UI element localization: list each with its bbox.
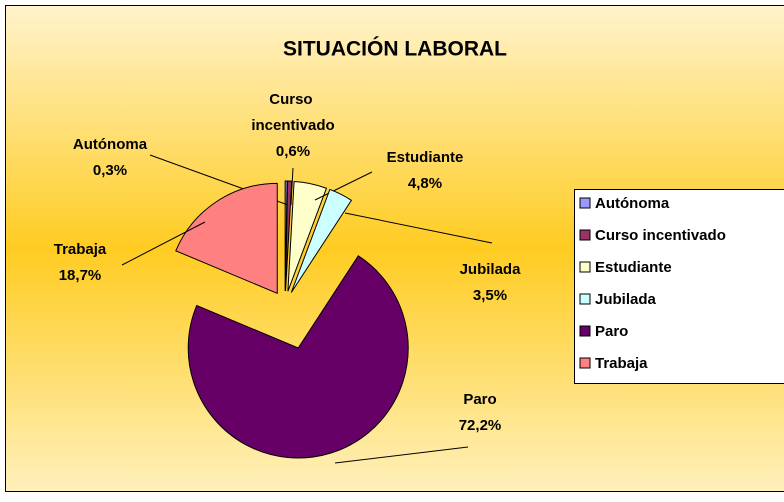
legend-swatch xyxy=(580,294,590,304)
legend-label: Paro xyxy=(595,323,628,340)
legend-swatch xyxy=(580,230,590,240)
slice-value-label: 3,5% xyxy=(473,287,507,304)
legend-label: Jubilada xyxy=(595,291,657,308)
legend-label: Curso incentivado xyxy=(595,227,726,244)
legend-label: Estudiante xyxy=(595,259,672,276)
chart-title: SITUACIÓN LABORAL xyxy=(283,37,507,61)
slice-value-label: 18,7% xyxy=(59,267,102,284)
legend-swatch xyxy=(580,198,590,208)
slice-category-label: Jubilada xyxy=(460,261,522,278)
legend-label: Trabaja xyxy=(595,355,648,372)
slice-value-label: 4,8% xyxy=(408,175,442,192)
slice-category-label: Estudiante xyxy=(387,149,464,166)
legend-label: Autónoma xyxy=(595,195,670,212)
legend-swatch xyxy=(580,326,590,336)
legend-swatch xyxy=(580,262,590,272)
slice-value-label: 72,2% xyxy=(459,417,502,434)
slice-category-label: Trabaja xyxy=(54,241,107,258)
slice-category-label: Autónoma xyxy=(73,136,148,153)
slice-category-label: Paro xyxy=(463,391,496,408)
legend-swatch xyxy=(580,358,590,368)
slice-value-label: 0,6% xyxy=(276,143,310,160)
slice-value-label: 0,3% xyxy=(93,162,127,179)
